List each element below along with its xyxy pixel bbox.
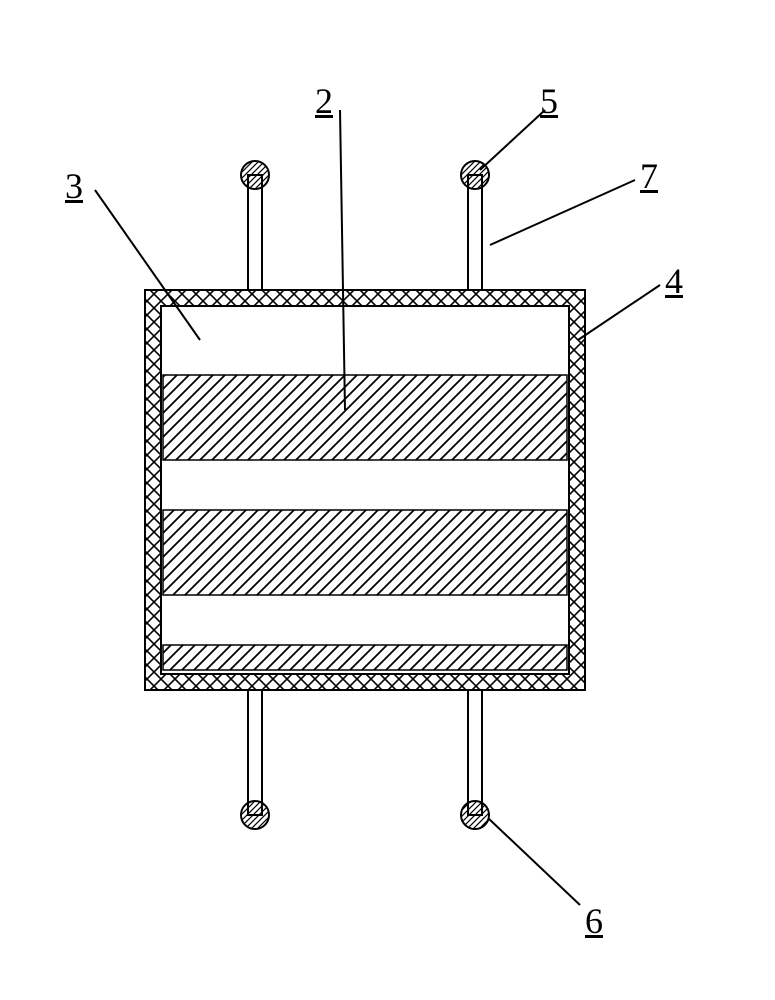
diagram-svg <box>0 0 775 1000</box>
callout-label-2: 2 <box>315 80 333 122</box>
callout-label-6: 6 <box>585 900 603 942</box>
callout-label-5: 5 <box>540 80 558 122</box>
callout-label-7: 7 <box>640 155 658 197</box>
callout-label-4: 4 <box>665 260 683 302</box>
diagram-canvas: 3 2 5 7 4 6 <box>0 0 775 1000</box>
callout-label-3: 3 <box>65 165 83 207</box>
